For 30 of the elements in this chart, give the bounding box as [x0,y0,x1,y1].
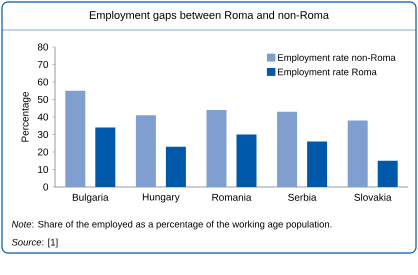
x-tick-label: Hungary [142,194,180,202]
text: Source: [1] [12,238,58,248]
x-tick-label: Serbia [288,194,316,201]
legend-label: Employment rate non-Roma [278,54,396,63]
y-tick-label: 70 [38,60,48,68]
y-tick-label: 30 [38,130,48,138]
y-tick-label: 80 [38,43,48,51]
text: Note: Share of the employed as a percentage of the working age population. [12,220,332,230]
bar [65,90,86,187]
x-tick-label: Romania [212,194,252,201]
y-tick-label: 0 [43,183,48,191]
bar [236,134,256,187]
chart-title: Employment gaps between Roma and non-Roma [90,10,329,22]
x-tick-label: Slovakia [354,194,392,201]
legend-label: Employment rate Roma [278,68,377,78]
bar [95,128,116,187]
bar [307,142,328,187]
bar [206,110,226,187]
bar [348,120,368,187]
y-tick-label: 50 [38,96,48,104]
bar [277,112,298,187]
bar [378,160,398,187]
y-tick-label: 10 [38,166,48,174]
x-tick-label: Bulgaria [72,194,109,203]
y-axis-title: Percentage [22,92,31,142]
y-tick-label: 60 [38,78,48,86]
bar [166,146,186,187]
bar [136,115,156,187]
y-tick-label: 40 [38,113,48,121]
y-tick-label: 20 [38,148,48,156]
